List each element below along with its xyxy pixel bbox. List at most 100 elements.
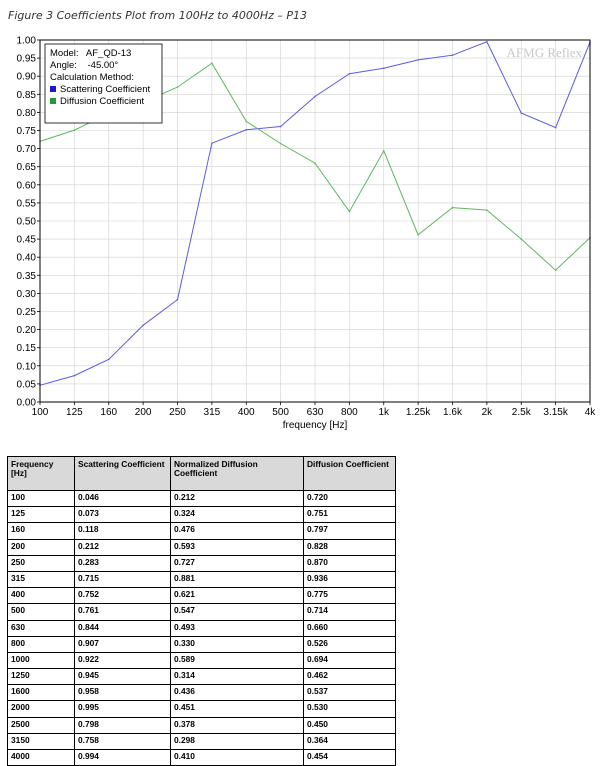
data-point-scattering [107,358,110,361]
cell-scattering: 0.761 [74,603,171,621]
data-point-diffusion [348,210,351,213]
x-tick-label: 200 [135,407,152,418]
header-scattering: Scattering Coefficient [74,456,171,491]
coefficients-table-container: Frequency [Hz] Scattering Coefficient No… [7,456,396,766]
watermark: AFMG Reflex [507,45,583,60]
y-tick-label: 0.45 [17,235,37,246]
cell-diffusion: 0.828 [303,538,396,556]
legend-swatch-diffusion [50,98,56,104]
cell-scattering: 0.994 [74,748,171,766]
cell-normalized-diffusion: 0.378 [170,716,304,734]
table-row: 2000 0.995 0.451 0.530 [7,700,396,718]
cell-normalized-diffusion: 0.547 [170,603,304,621]
cell-scattering: 0.844 [74,619,171,637]
data-point-diffusion [451,206,454,209]
data-point-scattering [73,374,76,377]
cell-scattering: 0.758 [74,732,171,751]
cell-frequency: 1250 [7,668,75,686]
y-tick-label: 0.65 [17,162,37,173]
cell-frequency: 2500 [7,716,75,734]
data-point-scattering [279,125,282,128]
data-point-scattering [554,126,557,129]
cell-normalized-diffusion: 0.330 [170,635,304,653]
legend: Model: AF_QD-13 Angle: -45.00° Calculati… [44,43,163,124]
cell-frequency: 1600 [7,684,75,702]
x-tick-label: 2k [482,407,494,418]
data-point-diffusion [486,209,488,211]
cell-normalized-diffusion: 0.212 [170,489,304,508]
cell-scattering: 0.907 [74,635,171,653]
table-row: 800 0.907 0.330 0.526 [7,635,396,653]
cell-diffusion: 0.364 [303,732,396,751]
cell-normalized-diffusion: 0.298 [170,732,304,751]
y-tick-label: 0.85 [17,90,37,101]
legend-entry-scattering: Scattering Coefficient [60,84,150,95]
cell-diffusion: 0.714 [303,603,396,621]
data-point-diffusion [245,120,248,123]
y-tick-label: 0.15 [17,343,37,354]
table-row: 1250 0.945 0.314 0.462 [7,668,396,686]
y-tick-label: 0.40 [17,253,37,264]
cell-frequency: 315 [7,570,75,589]
table-row: 630 0.844 0.493 0.660 [7,619,396,637]
cell-normalized-diffusion: 0.451 [170,700,304,718]
cell-diffusion: 0.660 [303,619,396,637]
data-point-diffusion [382,149,385,152]
cell-scattering: 0.995 [74,700,171,718]
table-row: 500 0.761 0.547 0.714 [7,603,396,621]
y-tick-label: 0.10 [17,361,37,372]
x-axis-ticks: 100 125 160 200 250 315 400 500 630 800 1k 1.25k 1.6… [32,402,597,418]
y-tick-label: 0.90 [17,72,37,83]
cell-normalized-diffusion: 0.621 [170,587,304,605]
x-tick-label: 315 [204,407,221,418]
table-row: 100 0.046 0.212 0.720 [7,489,396,508]
cell-scattering: 0.752 [74,587,171,605]
cell-frequency: 3150 [7,732,75,751]
y-tick-label: 0.05 [17,379,37,390]
cell-normalized-diffusion: 0.324 [170,506,304,524]
x-axis-label: frequency [Hz] [283,420,348,431]
table-row: 200 0.212 0.593 0.828 [7,538,396,556]
y-tick-label: 0.70 [17,144,37,155]
cell-scattering: 0.958 [74,684,171,702]
x-tick-label: 1k [378,407,390,418]
y-tick-label: 0.75 [17,126,37,137]
cell-frequency: 4000 [7,748,75,766]
x-tick-label: 125 [66,407,83,418]
cell-frequency: 630 [7,619,75,637]
figure-caption: Figure 3 Coefficients Plot from 100Hz to… [8,9,307,22]
cell-diffusion: 0.530 [303,700,396,718]
cell-frequency: 125 [7,506,75,524]
x-tick-label: 630 [307,407,324,418]
table-row: 3150 0.758 0.298 0.364 [7,732,396,751]
cell-scattering: 0.046 [74,489,171,508]
x-tick-label: 400 [238,407,255,418]
header-normalized-diffusion: Normalized Diffusion Coefficient [170,456,304,491]
header-frequency: Frequency [Hz] [7,456,75,491]
cell-diffusion: 0.797 [303,522,396,540]
y-tick-label: 0.20 [17,325,37,336]
y-tick-label: 0.35 [17,271,37,282]
data-point-diffusion [176,86,179,88]
x-tick-label: 250 [169,407,186,418]
legend-swatch-scattering [50,86,56,92]
cell-normalized-diffusion: 0.589 [170,651,304,670]
cell-frequency: 800 [7,635,75,653]
data-point-scattering [417,59,419,61]
cell-normalized-diffusion: 0.436 [170,684,304,702]
cell-frequency: 250 [7,554,75,572]
data-point-diffusion [279,142,282,145]
cell-scattering: 0.945 [74,668,171,686]
data-point-scattering [382,67,385,70]
x-tick-label: 4k [585,407,597,418]
y-tick-label: 0.00 [17,398,37,409]
cell-scattering: 0.798 [74,716,171,734]
data-point-scattering [142,324,144,327]
y-tick-label: 0.50 [17,217,37,228]
y-tick-label: 0.60 [17,180,37,191]
cell-scattering: 0.283 [74,554,171,572]
y-tick-label: 1.00 [17,36,37,47]
table-row: 1000 0.922 0.589 0.694 [7,651,396,670]
cell-diffusion: 0.526 [303,635,396,653]
x-tick-label: 800 [341,407,358,418]
